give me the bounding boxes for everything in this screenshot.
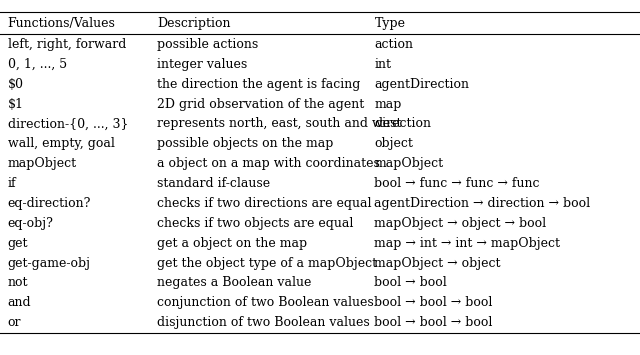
Text: mapObject: mapObject: [374, 157, 444, 170]
Text: agentDirection: agentDirection: [374, 78, 469, 91]
Text: direction: direction: [374, 118, 431, 130]
Text: or: or: [8, 316, 21, 329]
Text: wall, empty, goal: wall, empty, goal: [8, 137, 115, 150]
Text: agentDirection → direction → bool: agentDirection → direction → bool: [374, 197, 591, 210]
Text: get a object on the map: get a object on the map: [157, 237, 307, 250]
Text: Functions/Values: Functions/Values: [8, 17, 116, 30]
Text: left, right, forward: left, right, forward: [8, 38, 126, 51]
Text: object: object: [374, 137, 413, 150]
Text: not: not: [8, 277, 28, 289]
Text: if: if: [8, 177, 16, 190]
Text: the direction the agent is facing: the direction the agent is facing: [157, 78, 360, 91]
Text: map: map: [374, 98, 402, 110]
Text: 2D grid observation of the agent: 2D grid observation of the agent: [157, 98, 364, 110]
Text: negates a Boolean value: negates a Boolean value: [157, 277, 311, 289]
Text: standard if-clause: standard if-clause: [157, 177, 270, 190]
Text: eq-obj?: eq-obj?: [8, 217, 54, 230]
Text: mapObject → object → bool: mapObject → object → bool: [374, 217, 547, 230]
Text: bool → bool: bool → bool: [374, 277, 447, 289]
Text: checks if two directions are equal: checks if two directions are equal: [157, 197, 371, 210]
Text: bool → func → func → func: bool → func → func → func: [374, 177, 540, 190]
Text: mapObject → object: mapObject → object: [374, 257, 501, 269]
Text: possible actions: possible actions: [157, 38, 258, 51]
Text: bool → bool → bool: bool → bool → bool: [374, 316, 493, 329]
Text: represents north, east, south and west: represents north, east, south and west: [157, 118, 401, 130]
Text: action: action: [374, 38, 413, 51]
Text: integer values: integer values: [157, 58, 247, 71]
Text: $1: $1: [8, 98, 24, 110]
Text: mapObject: mapObject: [8, 157, 77, 170]
Text: checks if two objects are equal: checks if two objects are equal: [157, 217, 353, 230]
Text: conjunction of two Boolean values: conjunction of two Boolean values: [157, 296, 374, 309]
Text: Description: Description: [157, 17, 230, 30]
Text: direction-{0, ..., 3}: direction-{0, ..., 3}: [8, 118, 128, 130]
Text: map → int → int → mapObject: map → int → int → mapObject: [374, 237, 561, 250]
Text: eq-direction?: eq-direction?: [8, 197, 91, 210]
Text: Type: Type: [374, 17, 405, 30]
Text: get-game-obj: get-game-obj: [8, 257, 91, 269]
Text: possible objects on the map: possible objects on the map: [157, 137, 333, 150]
Text: $0: $0: [8, 78, 24, 91]
Text: get the object type of a mapObject: get the object type of a mapObject: [157, 257, 377, 269]
Text: bool → bool → bool: bool → bool → bool: [374, 296, 493, 309]
Text: disjunction of two Boolean values: disjunction of two Boolean values: [157, 316, 369, 329]
Text: int: int: [374, 58, 392, 71]
Text: and: and: [8, 296, 31, 309]
Text: get: get: [8, 237, 28, 250]
Text: 0, 1, ..., 5: 0, 1, ..., 5: [8, 58, 67, 71]
Text: a object on a map with coordinates: a object on a map with coordinates: [157, 157, 380, 170]
